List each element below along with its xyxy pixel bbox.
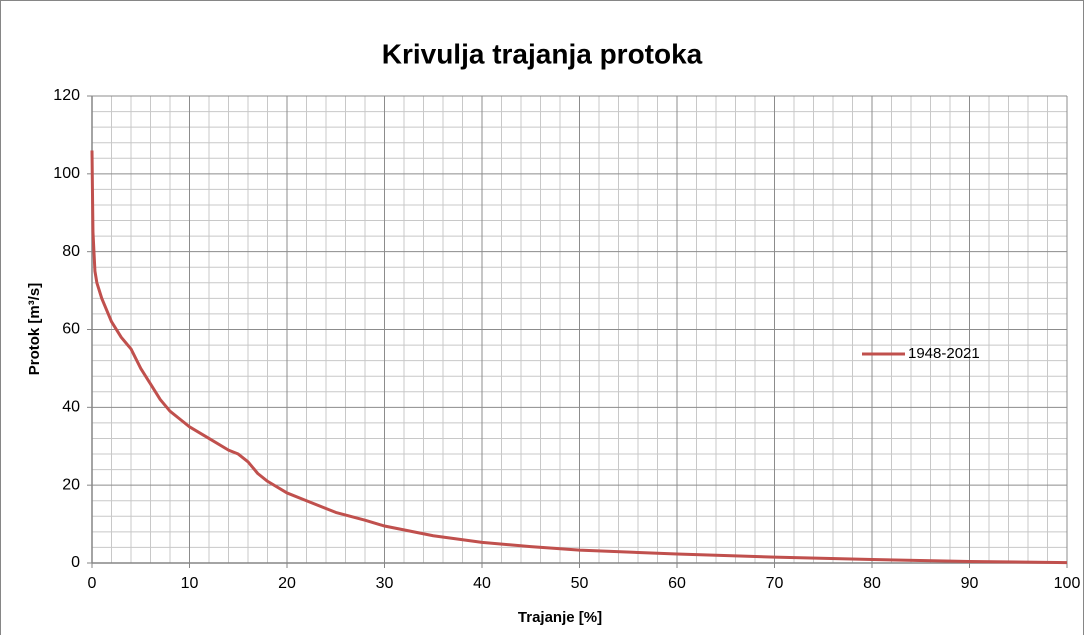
y-tick-label: 80 bbox=[62, 243, 80, 260]
y-axis-label: Protok [m³/s] bbox=[26, 283, 43, 376]
x-tick-label: 70 bbox=[766, 575, 784, 592]
x-tick-label: 60 bbox=[668, 575, 686, 592]
y-tick-label: 120 bbox=[53, 87, 80, 104]
x-tick-label: 0 bbox=[88, 575, 97, 592]
x-tick-label: 40 bbox=[473, 575, 491, 592]
data-line bbox=[90, 150, 1068, 565]
x-tick-label: 80 bbox=[863, 575, 881, 592]
legend-label: 1948-2021 bbox=[908, 345, 980, 362]
x-tick-label: 50 bbox=[571, 575, 589, 592]
x-tick-label: 90 bbox=[961, 575, 979, 592]
x-tick-label: 10 bbox=[181, 575, 199, 592]
y-tick-label: 100 bbox=[53, 165, 80, 182]
y-tick-label: 40 bbox=[62, 399, 80, 416]
x-tick-label: 100 bbox=[1054, 575, 1081, 592]
chart-title: Krivulja trajanja protoka bbox=[382, 38, 703, 69]
y-tick-label: 60 bbox=[62, 321, 80, 338]
x-tick-label: 30 bbox=[376, 575, 394, 592]
x-axis-label: Trajanje [%] bbox=[518, 609, 602, 626]
y-tick-label: 0 bbox=[71, 554, 80, 571]
x-tick-label: 20 bbox=[278, 575, 296, 592]
y-tick-label: 20 bbox=[62, 476, 80, 493]
